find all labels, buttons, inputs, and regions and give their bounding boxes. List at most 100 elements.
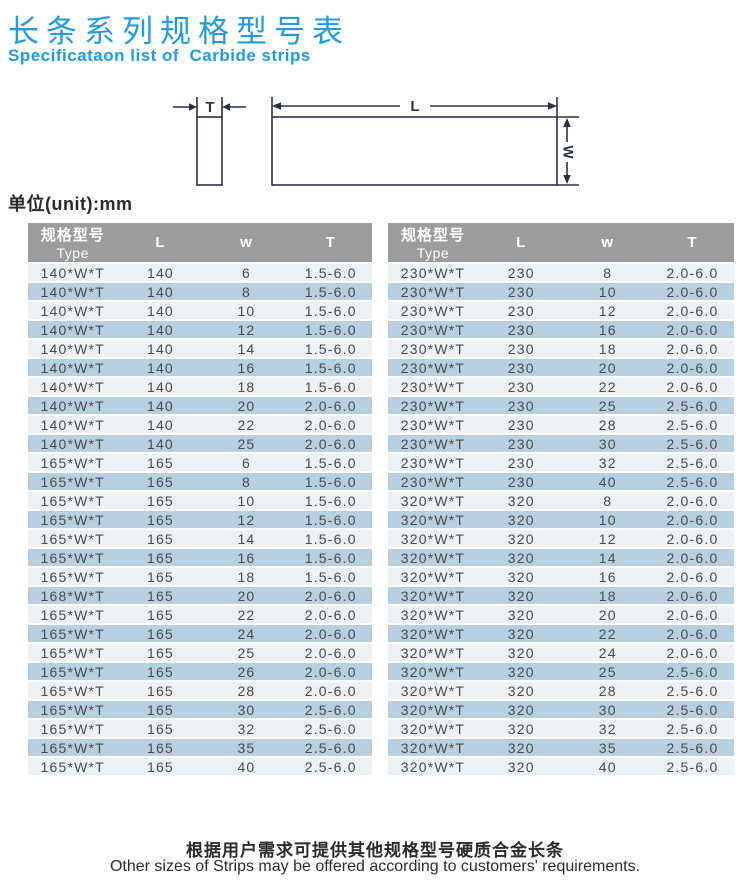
cell-w: 25 (203, 434, 290, 454)
cell-type: 230*W*T (388, 263, 478, 283)
cell-w: 20 (564, 358, 651, 378)
col-header-t: T (289, 223, 372, 264)
cell-w: 30 (564, 700, 651, 720)
cell-type: 140*W*T (28, 396, 118, 416)
table-row: 320*W*T 320 32 2.5-6.0 (388, 719, 734, 739)
cell-type: 140*W*T (28, 358, 118, 378)
table-row: 140*W*T 140 12 1.5-6.0 (28, 320, 372, 340)
cell-l: 230 (477, 396, 565, 416)
cell-l: 230 (477, 453, 565, 473)
cell-w: 10 (203, 491, 290, 511)
cell-l: 165 (117, 510, 204, 530)
cell-l: 230 (477, 434, 565, 454)
cell-l: 165 (117, 453, 204, 473)
cell-l: 140 (117, 301, 204, 321)
table-row: 320*W*T 320 22 2.0-6.0 (388, 624, 734, 644)
cell-type: 165*W*T (28, 472, 118, 492)
cell-t: 2.0-6.0 (650, 301, 734, 321)
table-row: 140*W*T 140 6 1.5-6.0 (28, 263, 372, 283)
cell-type: 320*W*T (388, 586, 478, 606)
cell-type: 165*W*T (28, 681, 118, 701)
strip-cross-section (196, 116, 223, 186)
cell-type: 230*W*T (388, 358, 478, 378)
cell-l: 140 (117, 434, 204, 454)
cell-l: 320 (477, 757, 565, 777)
table-row: 320*W*T 320 25 2.5-6.0 (388, 662, 734, 682)
cell-t: 2.5-6.0 (650, 415, 734, 435)
cell-type: 165*W*T (28, 662, 118, 682)
col-header-type: 规格型号 Type (28, 223, 118, 264)
table-row: 320*W*T 320 30 2.5-6.0 (388, 700, 734, 720)
spec-table-right-body: 230*W*T 230 8 2.0-6.0 230*W*T 230 10 2.0-6.0 230… (388, 263, 734, 777)
cell-type: 140*W*T (28, 434, 118, 454)
cell-t: 2.0-6.0 (650, 263, 734, 283)
cell-l: 165 (117, 605, 204, 625)
cell-w: 14 (203, 529, 290, 549)
col-header-t: T (650, 223, 734, 264)
cell-t: 1.5-6.0 (289, 358, 372, 378)
cell-w: 32 (203, 719, 290, 739)
cell-type: 165*W*T (28, 567, 118, 587)
cell-t: 1.5-6.0 (289, 282, 372, 302)
table-row: 165*W*T 165 28 2.0-6.0 (28, 681, 372, 701)
cell-type: 320*W*T (388, 757, 478, 777)
table-row: 320*W*T 320 40 2.5-6.0 (388, 757, 734, 777)
cell-w: 32 (564, 453, 651, 473)
page-subtitle: Specificataon list of Carbide strips (8, 46, 311, 65)
cell-l: 165 (117, 567, 204, 587)
cell-type: 165*W*T (28, 529, 118, 549)
cell-type: 230*W*T (388, 472, 478, 492)
cell-type: 320*W*T (388, 719, 478, 739)
cell-w: 8 (564, 263, 651, 283)
table-row: 230*W*T 230 8 2.0-6.0 (388, 263, 734, 283)
cell-w: 18 (203, 377, 290, 397)
cell-l: 320 (477, 491, 565, 511)
cell-l: 230 (477, 282, 565, 302)
table-row: 140*W*T 140 10 1.5-6.0 (28, 301, 372, 321)
cell-w: 6 (203, 263, 290, 283)
cell-w: 12 (203, 320, 290, 340)
cell-w: 28 (564, 415, 651, 435)
cell-l: 165 (117, 719, 204, 739)
cell-t: 2.5-6.0 (650, 757, 734, 777)
cell-l: 320 (477, 567, 565, 587)
table-row: 320*W*T 320 8 2.0-6.0 (388, 491, 734, 511)
cell-l: 165 (117, 662, 204, 682)
cell-w: 8 (564, 491, 651, 511)
table-row: 230*W*T 230 10 2.0-6.0 (388, 282, 734, 302)
cell-type: 165*W*T (28, 548, 118, 568)
cell-l: 165 (117, 586, 204, 606)
cell-t: 2.5-6.0 (289, 757, 372, 777)
table-row: 140*W*T 140 18 1.5-6.0 (28, 377, 372, 397)
table-row: 165*W*T 165 40 2.5-6.0 (28, 757, 372, 777)
cell-t: 1.5-6.0 (289, 491, 372, 511)
cell-t: 1.5-6.0 (289, 510, 372, 530)
table-row: 165*W*T 165 14 1.5-6.0 (28, 529, 372, 549)
cell-w: 16 (203, 548, 290, 568)
table-row: 230*W*T 230 22 2.0-6.0 (388, 377, 734, 397)
cell-type: 140*W*T (28, 339, 118, 359)
spec-table-left: 规格型号 Type L w T 140*W*T 140 6 1.5-6.0 140*W*… (28, 223, 372, 777)
cell-t: 2.0-6.0 (650, 586, 734, 606)
table-row: 320*W*T 320 12 2.0-6.0 (388, 529, 734, 549)
cell-w: 30 (564, 434, 651, 454)
cell-t: 2.5-6.0 (650, 396, 734, 416)
table-row: 165*W*T 165 8 1.5-6.0 (28, 472, 372, 492)
table-row: 320*W*T 320 10 2.0-6.0 (388, 510, 734, 530)
cell-l: 140 (117, 339, 204, 359)
arrow-right-icon (189, 103, 197, 111)
cell-w: 6 (203, 453, 290, 473)
cell-t: 2.0-6.0 (289, 434, 372, 454)
cell-t: 2.0-6.0 (650, 567, 734, 587)
unit-label: 单位(unit):mm (8, 194, 133, 214)
cell-l: 320 (477, 662, 565, 682)
table-row: 165*W*T 165 6 1.5-6.0 (28, 453, 372, 473)
cell-w: 16 (564, 567, 651, 587)
table-row: 230*W*T 230 32 2.5-6.0 (388, 453, 734, 473)
cell-l: 320 (477, 681, 565, 701)
cell-type: 320*W*T (388, 491, 478, 511)
table-row: 320*W*T 320 24 2.0-6.0 (388, 643, 734, 663)
cell-l: 165 (117, 624, 204, 644)
table-row: 140*W*T 140 22 2.0-6.0 (28, 415, 372, 435)
